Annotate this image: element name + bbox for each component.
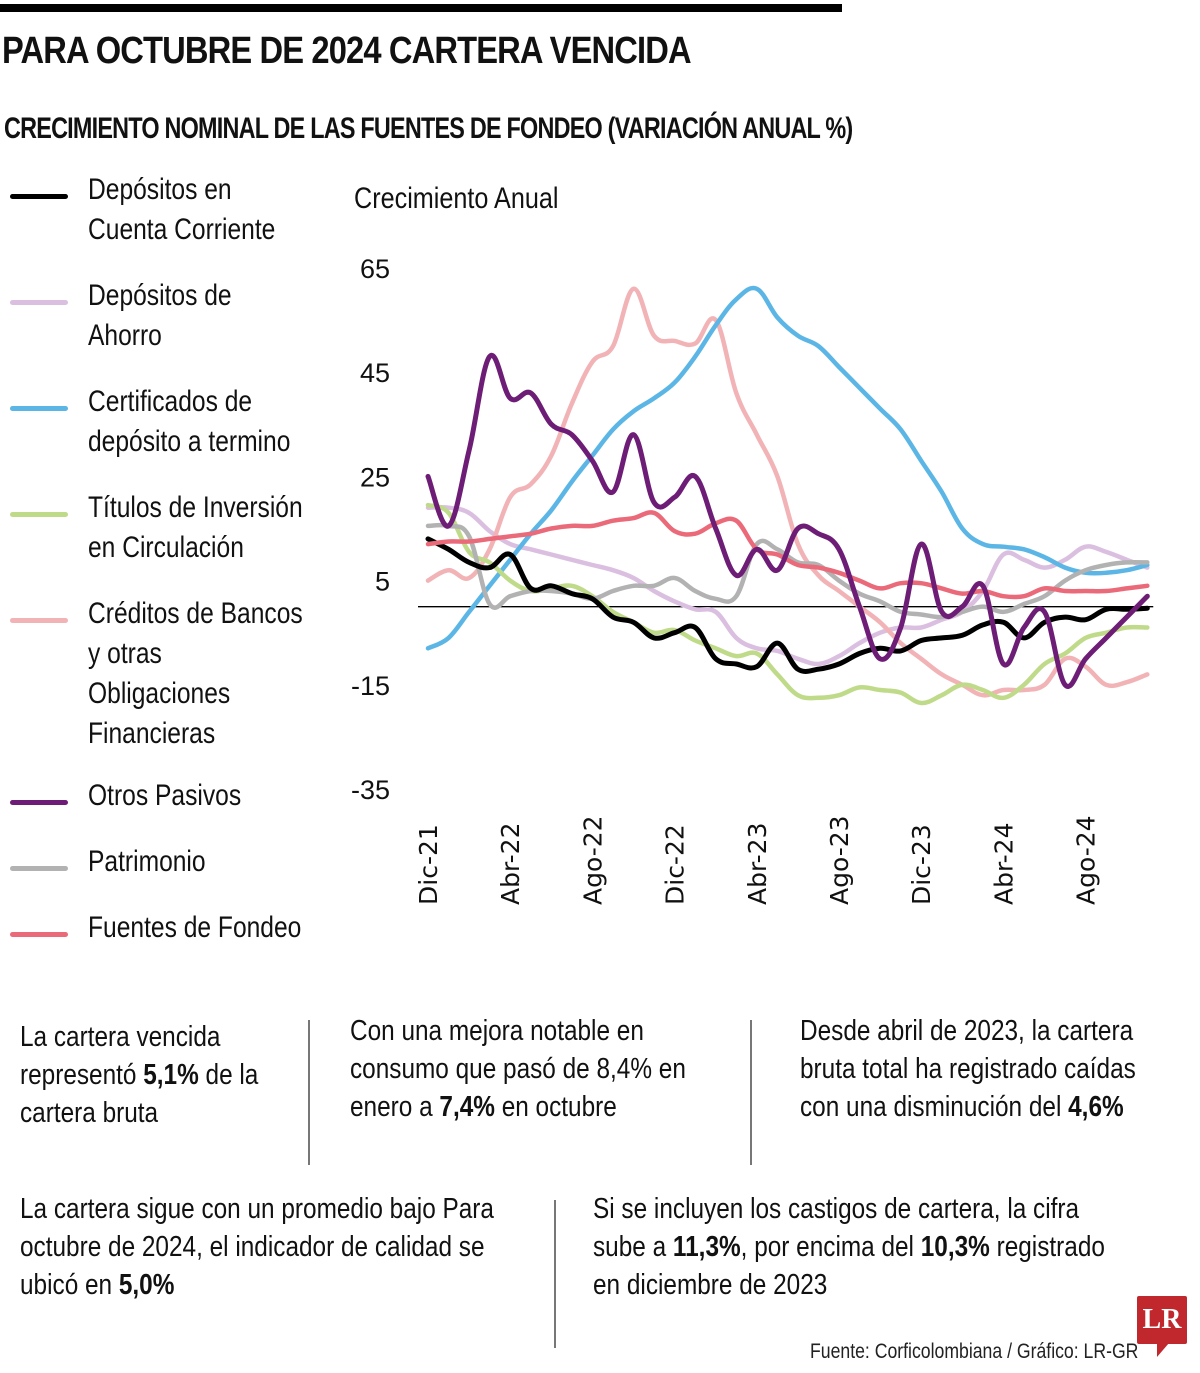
x-tick-label: Dic-23 xyxy=(907,824,936,905)
x-tick-label: Abr-22 xyxy=(496,823,525,905)
legend-label: Financieras xyxy=(88,717,216,750)
legend-swatch xyxy=(10,194,68,199)
chart-subtitle: CRECIMIENTO NOMINAL DE LAS FUENTES DE FO… xyxy=(4,112,853,145)
series-line-creditos-de-bancos-y-otras-obligaciones-financieras xyxy=(425,286,1150,698)
note-highlight: 11,3% xyxy=(672,1231,741,1263)
legend-label: depósito a termino xyxy=(88,425,291,458)
x-tick-label: Abr-24 xyxy=(989,823,1018,905)
lr-logo-tail xyxy=(1157,1343,1169,1357)
x-tick-label: Ago-24 xyxy=(1072,815,1101,905)
note-text: , por encima del xyxy=(740,1231,921,1263)
note-cartera-vencida: La cartera vencida representó 5,1% de la… xyxy=(20,1018,306,1132)
note-highlight: 5,1% xyxy=(143,1059,199,1091)
divider xyxy=(554,1200,556,1348)
x-tick-label: Ago-22 xyxy=(578,815,607,905)
y-tick-label: 5 xyxy=(375,567,390,597)
legend-swatch xyxy=(10,932,68,937)
legend-label: y otras xyxy=(88,637,162,670)
legend-label: Obligaciones xyxy=(88,677,231,710)
x-tick-label: Dic-21 xyxy=(414,824,443,905)
series-line-patrimonio xyxy=(425,522,1150,620)
note-text: Si se incluyen los castigos de cartera, … xyxy=(593,1193,1080,1263)
note-consumo: Con una mejora notable en consumo que pa… xyxy=(350,1012,711,1126)
x-tick-label: Dic-22 xyxy=(661,824,690,905)
legend-label: Otros Pasivos xyxy=(88,779,242,812)
note-text: en octubre xyxy=(494,1091,617,1123)
legend-swatch xyxy=(10,618,68,623)
note-text: Desde abril de 2023, la cartera bruta to… xyxy=(800,1015,1136,1123)
x-tick-label: Ago-23 xyxy=(825,815,854,905)
legend-swatch xyxy=(10,866,68,871)
note-castigos: Si se incluyen los castigos de cartera, … xyxy=(593,1190,1114,1304)
legend-label: Depósitos en xyxy=(88,173,232,206)
x-tick-label: Abr-23 xyxy=(743,823,772,905)
series-line-otros-pasivos xyxy=(425,352,1150,689)
legend-label: Títulos de Inversión xyxy=(88,491,303,524)
note-text: de la cartera bruta xyxy=(20,1059,259,1129)
line-chart: 65 45 25 5 -15 -35 Dic-21 Abr-22 Ago-22 Dic-22 Abr… xyxy=(351,254,1154,905)
legend-swatch xyxy=(10,406,68,411)
lr-logo: LR xyxy=(1137,1296,1187,1344)
y-tick-label: 25 xyxy=(360,462,390,492)
legend-label: Créditos de Bancos xyxy=(88,597,303,630)
legend-swatch xyxy=(10,300,68,305)
legend-label: Certificados de xyxy=(88,385,253,418)
y-tick-label: -35 xyxy=(351,775,390,805)
divider xyxy=(750,1020,752,1165)
legend-label: Cuenta Corriente xyxy=(88,213,276,246)
note-highlight: 4,6% xyxy=(1068,1091,1124,1123)
note-text: La cartera sigue con un promedio bajo Pa… xyxy=(20,1193,494,1301)
series-line-depositos-en-cuenta-corriente xyxy=(425,536,1150,674)
note-highlight: 10,3% xyxy=(920,1231,990,1263)
top-rule xyxy=(0,4,842,12)
legend-label: en Circulación xyxy=(88,531,244,564)
note-text: registrado en diciembre de 2023 xyxy=(593,1231,1105,1301)
note-cartera-bruta: Desde abril de 2023, la cartera bruta to… xyxy=(800,1012,1161,1126)
legend-label: Ahorro xyxy=(88,319,162,352)
series-line-certificados-de-deposito-a-termino xyxy=(425,285,1150,651)
note-highlight: 7,4% xyxy=(439,1091,495,1123)
legend-label: Depósitos de xyxy=(88,279,232,312)
series-line-fuentes-de-fondeo xyxy=(425,510,1150,600)
note-highlight: 5,0% xyxy=(118,1269,175,1301)
y-axis-title: Crecimiento Anual xyxy=(354,182,559,215)
page-title: PARA OCTUBRE DE 2024 CARTERA VENCIDA xyxy=(2,30,692,72)
y-tick-label: 65 xyxy=(360,254,390,284)
note-text: La cartera vencida representó xyxy=(20,1021,221,1091)
y-tick-label: -15 xyxy=(351,671,390,701)
divider xyxy=(308,1020,310,1165)
source-credit: Fuente: Corficolombiana / Gráfico: LR-GR xyxy=(810,1340,1139,1363)
legend-label: Fuentes de Fondeo xyxy=(88,911,302,944)
legend-label: Patrimonio xyxy=(88,845,206,878)
y-tick-label: 45 xyxy=(360,358,390,388)
note-text: Con una mejora notable en consumo que pa… xyxy=(350,1015,686,1123)
legend-swatch xyxy=(10,800,68,805)
note-indicador-calidad: La cartera sigue con un promedio bajo Pa… xyxy=(20,1190,516,1304)
legend-swatch xyxy=(10,512,68,517)
